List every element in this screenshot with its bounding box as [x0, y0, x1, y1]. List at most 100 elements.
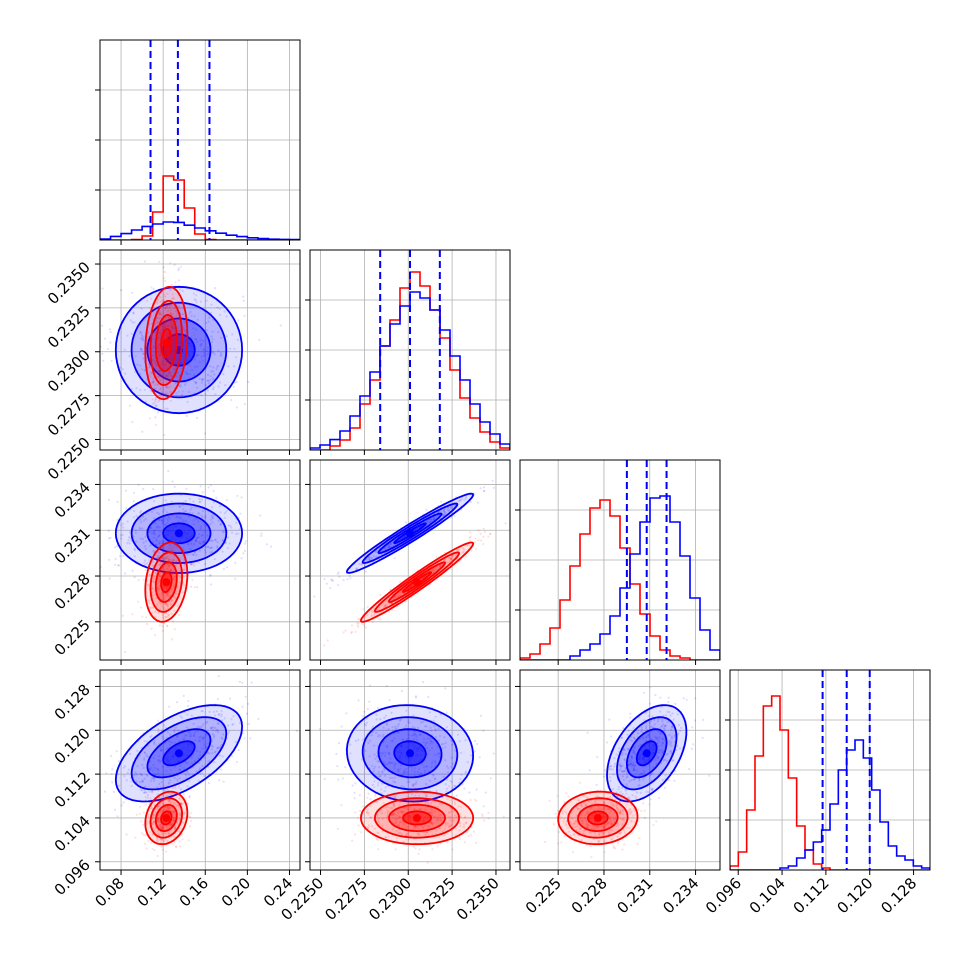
scatter-point: [446, 778, 449, 781]
scatter-point: [173, 816, 176, 819]
scatter-point: [152, 813, 155, 816]
scatter-point: [158, 574, 161, 577]
scatter-point: [109, 330, 112, 334]
scatter-point: [153, 848, 156, 852]
scatter-point: [414, 847, 417, 850]
scatter-point: [174, 826, 177, 829]
scatter-point: [166, 624, 169, 627]
scatter-point: [153, 776, 156, 779]
scatter-point: [473, 798, 476, 801]
scatter-point: [465, 821, 468, 824]
scatter-point: [643, 769, 646, 773]
scatter-point: [393, 804, 396, 807]
scatter-point: [367, 558, 370, 561]
scatter-point: [438, 755, 441, 759]
scatter-point: [173, 562, 176, 565]
scatter-point: [350, 631, 353, 634]
scatter-point: [158, 534, 161, 538]
scatter-point: [483, 489, 486, 492]
y-tick-label: 0.2300: [44, 346, 94, 396]
scatter-point: [458, 549, 461, 552]
scatter-point: [152, 777, 155, 780]
scatter-point: [637, 745, 640, 748]
scatter-point: [178, 581, 182, 584]
scatter-point: [166, 789, 169, 792]
scatter-point: [151, 822, 155, 826]
scatter-point: [626, 773, 629, 776]
scatter-point: [142, 578, 145, 581]
scatter-point: [154, 416, 157, 419]
scatter-point: [174, 338, 177, 341]
scatter-point: [482, 729, 485, 732]
scatter-point: [183, 352, 186, 355]
scatter-point: [405, 826, 408, 829]
scatter-point: [431, 808, 434, 811]
scatter-point: [412, 714, 415, 717]
scatter-point: [438, 818, 442, 822]
scatter-point: [158, 518, 161, 521]
scatter-point: [220, 744, 223, 747]
scatter-point: [647, 733, 650, 736]
scatter-point: [626, 733, 629, 736]
scatter-point: [431, 741, 434, 744]
scatter-point: [161, 361, 164, 364]
scatter-point: [205, 329, 208, 332]
scatter-point: [433, 810, 436, 813]
scatter-point: [110, 772, 113, 776]
scatter-point: [439, 827, 442, 830]
scatter-point: [172, 364, 176, 367]
scatter-point: [157, 730, 160, 733]
scatter-point: [110, 359, 113, 362]
scatter-point: [178, 812, 181, 815]
scatter-point: [118, 784, 121, 787]
scatter-point: [219, 754, 222, 757]
scatter-point: [183, 563, 186, 566]
scatter-point: [351, 784, 354, 787]
scatter-point: [238, 528, 241, 531]
scatter-point: [172, 548, 175, 552]
scatter-point: [409, 805, 412, 808]
scatter-point: [425, 765, 428, 768]
scatter-point: [387, 546, 391, 549]
density-peak-blue: [174, 529, 183, 538]
scatter-point: [421, 798, 424, 802]
scatter-point: [411, 734, 414, 737]
scatter-point: [200, 394, 203, 397]
scatter-point: [143, 260, 147, 263]
scatter-point: [398, 815, 401, 818]
scatter-point: [362, 608, 365, 611]
scatter-point: [178, 374, 181, 377]
scatter-point: [188, 796, 191, 799]
scatter-point: [202, 540, 205, 543]
scatter-point: [480, 539, 483, 542]
scatter-point: [152, 820, 155, 823]
scatter-point: [160, 749, 163, 752]
scatter-point: [195, 770, 198, 773]
scatter-point: [198, 541, 201, 545]
scatter-point: [203, 353, 206, 356]
scatter-point: [169, 308, 173, 312]
scatter-point: [708, 774, 711, 777]
scatter-point: [216, 541, 219, 544]
scatter-point: [172, 297, 175, 300]
scatter-point: [170, 304, 173, 307]
scatter-point: [395, 814, 398, 817]
scatter-point: [182, 694, 185, 697]
scatter-point: [169, 825, 172, 828]
scatter-point: [168, 806, 171, 809]
scatter-point: [430, 740, 433, 743]
scatter-point: [370, 824, 374, 828]
scatter-point: [195, 340, 199, 343]
panel-frame: [99, 459, 301, 661]
scatter-point: [114, 557, 117, 561]
scatter-point: [393, 737, 396, 740]
scatter-point: [197, 520, 200, 523]
scatter-point: [155, 383, 158, 386]
scatter-point: [170, 353, 173, 356]
scatter-point: [184, 774, 188, 777]
scatter-point: [179, 814, 182, 817]
scatter-point: [227, 730, 230, 734]
scatter-point: [431, 518, 434, 521]
scatter-point: [203, 774, 206, 777]
scatter-point: [206, 389, 209, 392]
